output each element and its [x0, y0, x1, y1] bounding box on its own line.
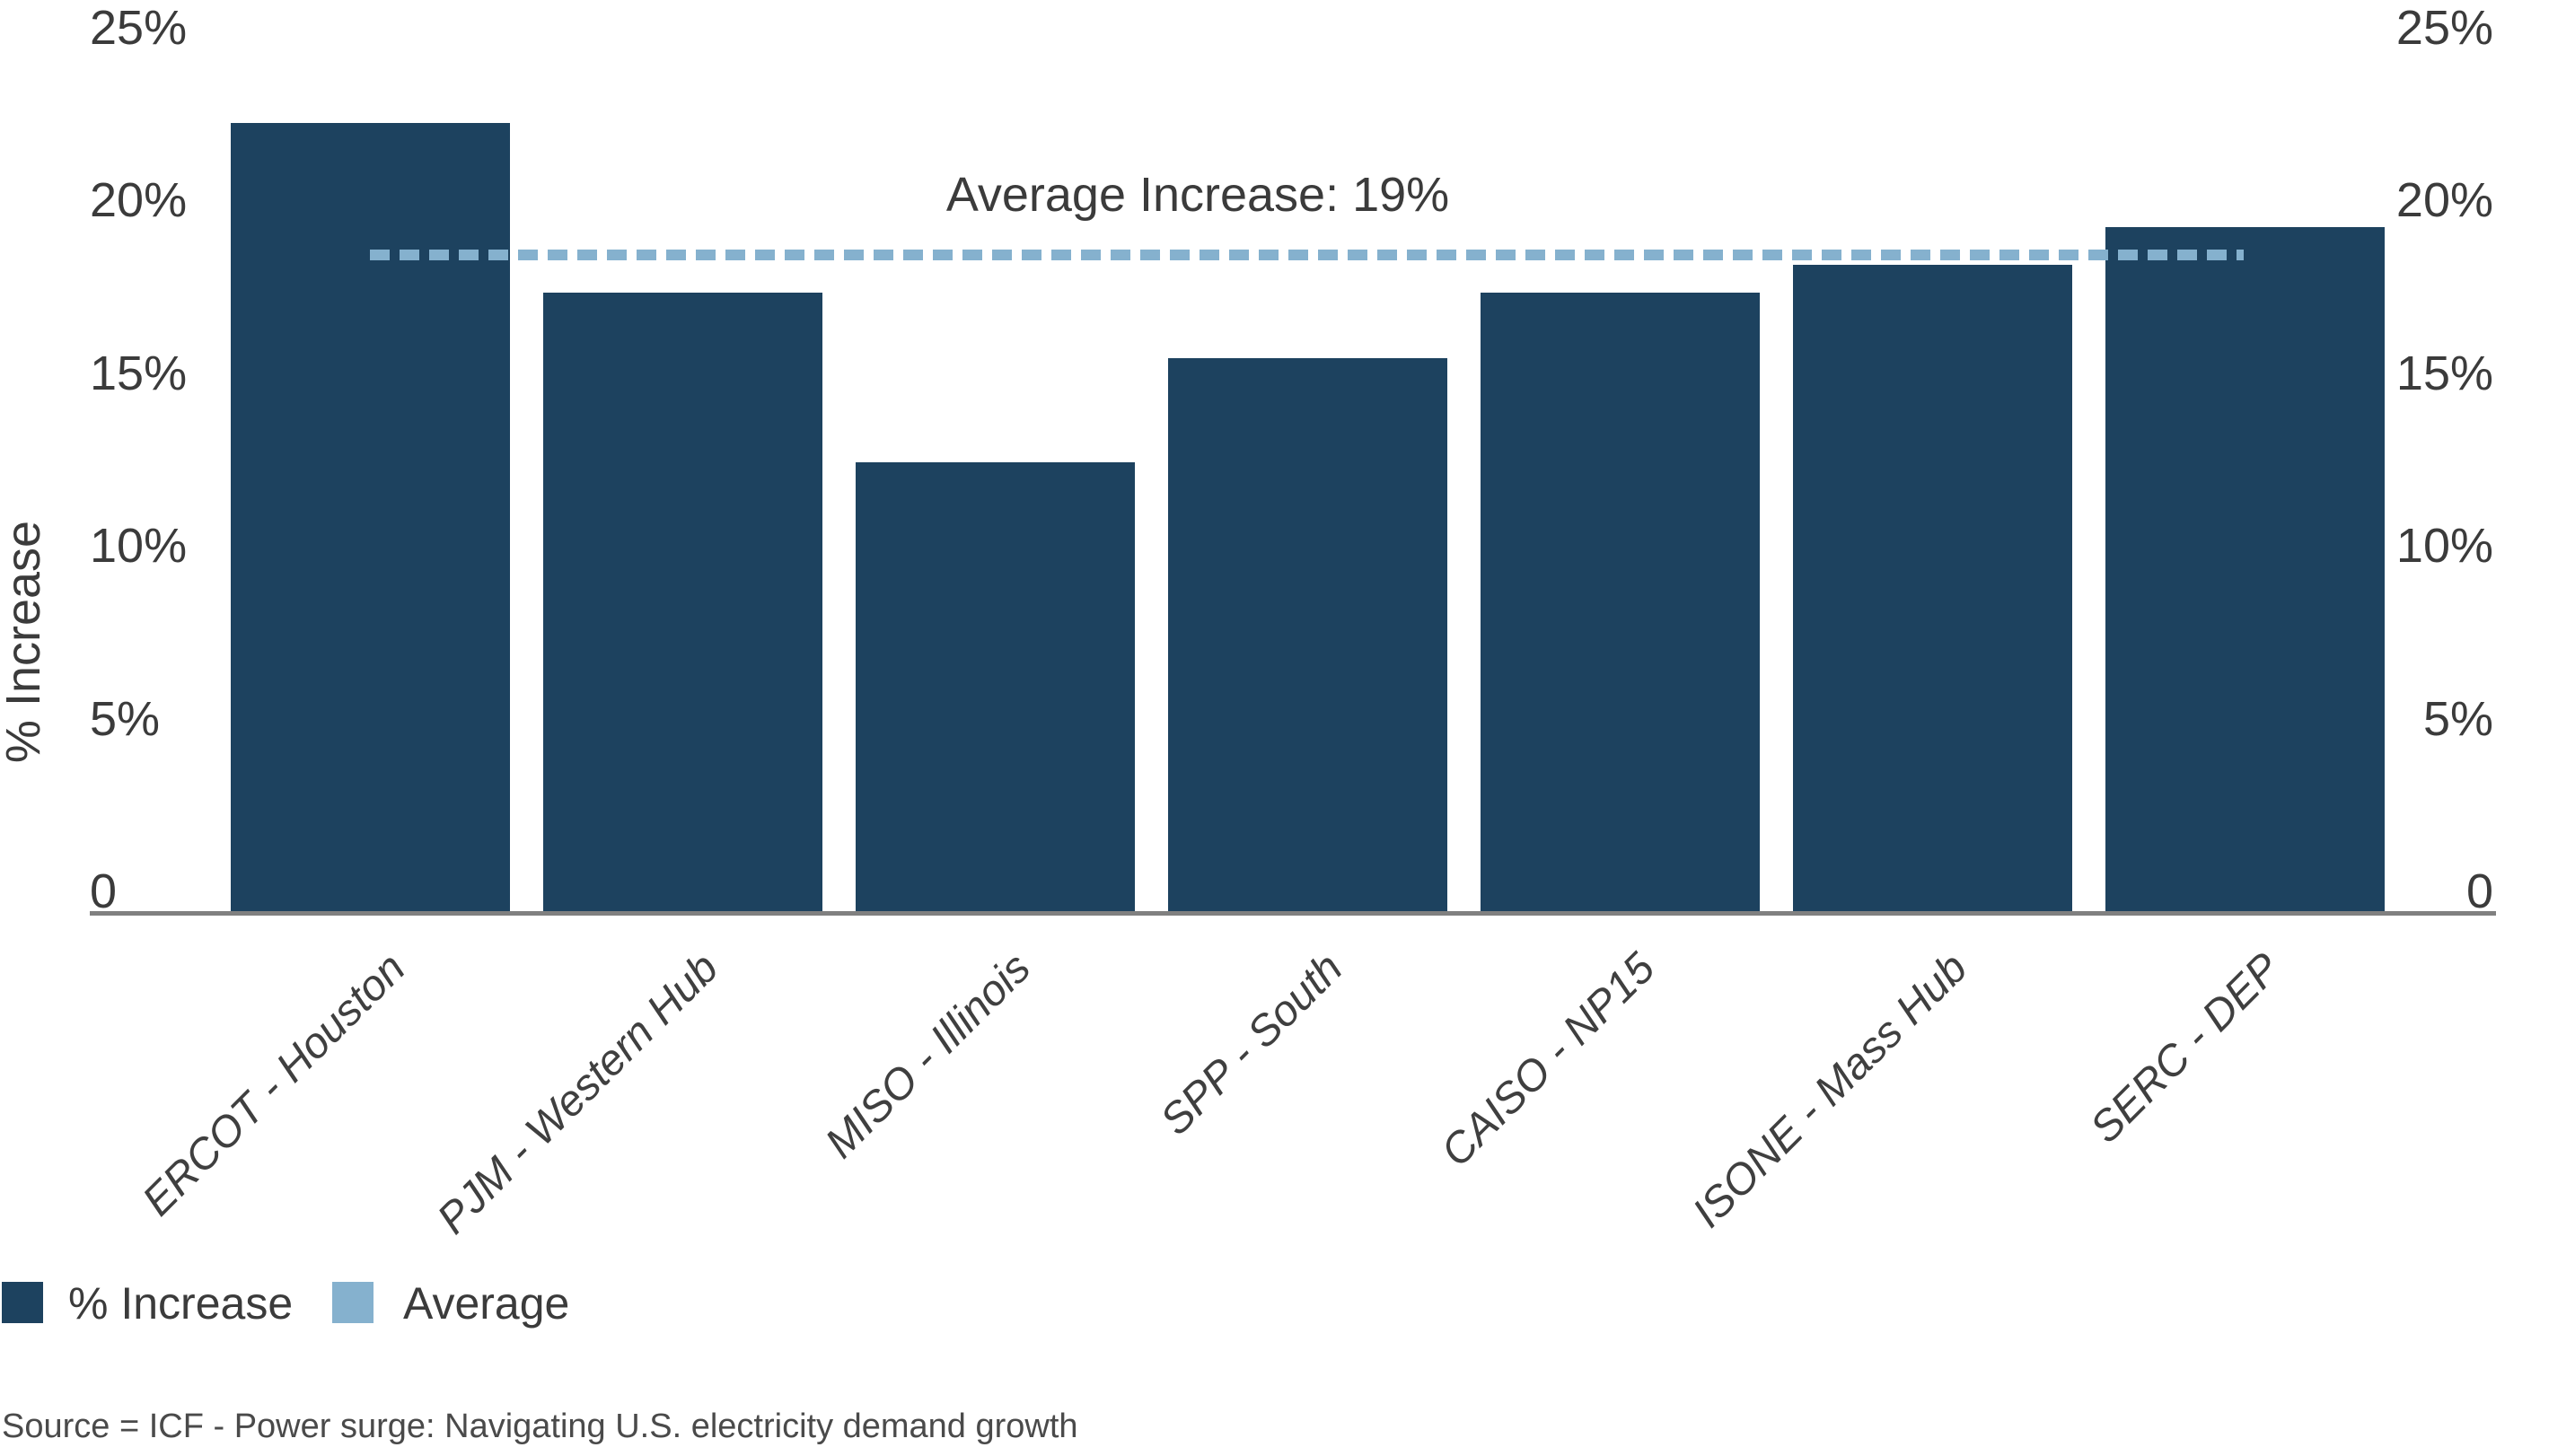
bar	[2105, 226, 2385, 911]
y-tick-left-5: 5%	[90, 691, 161, 746]
bar	[856, 461, 1135, 911]
bar	[1168, 358, 1447, 911]
y-tick-left-25: 25%	[90, 0, 188, 55]
y-tick-left-15: 15%	[90, 346, 188, 400]
y-tick-right-0: 0	[2465, 864, 2493, 918]
average-dashed-line	[370, 249, 2244, 260]
x-category-label: ISONE - Mass Hub	[1683, 943, 1977, 1237]
x-category-label: SPP - South	[1151, 943, 1352, 1145]
source-note: Source = ICF - Power surge: Navigating U…	[2, 1408, 1078, 1445]
x-category-label: ERCOT - Houston	[134, 943, 415, 1225]
y-tick-right-25: 25%	[2395, 0, 2493, 55]
y-tick-right-10: 10%	[2395, 519, 2493, 573]
bar	[1793, 265, 2072, 911]
y-tick-left-10: 10%	[90, 519, 188, 573]
y-tick-right-15: 15%	[2395, 346, 2493, 400]
x-category-label: CAISO - NP15	[1432, 943, 1665, 1177]
y-tick-left-20: 20%	[90, 173, 188, 227]
legend-label-average: Average	[403, 1278, 570, 1329]
legend: % Increase Average	[0, 1278, 1077, 1332]
legend-label-increase: % Increase	[68, 1278, 294, 1329]
average-annotation: Average Increase: 19%	[945, 168, 1450, 222]
legend-swatch-average	[332, 1282, 374, 1323]
bar	[543, 292, 822, 911]
y-tick-left-0: 0	[90, 864, 118, 918]
bar	[1481, 292, 1760, 911]
x-axis-line	[90, 911, 2496, 916]
bar	[231, 123, 510, 911]
legend-swatch-increase	[2, 1282, 43, 1323]
y-tick-right-5: 5%	[2422, 691, 2493, 746]
x-category-label: MISO - Illinois	[816, 943, 1040, 1168]
x-category-label: SERC - DEP	[2081, 943, 2289, 1153]
x-category-label: PJM - Western Hub	[427, 943, 727, 1243]
y-axis-title: % Increase	[0, 520, 50, 764]
y-tick-right-20: 20%	[2395, 173, 2493, 227]
